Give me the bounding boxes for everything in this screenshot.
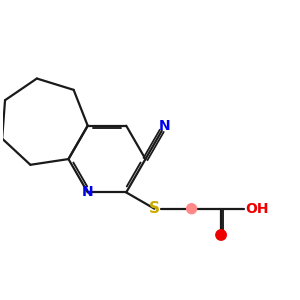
Circle shape — [187, 204, 196, 214]
Text: N: N — [82, 185, 94, 200]
Text: S: S — [149, 201, 160, 216]
Text: N: N — [159, 119, 170, 133]
Circle shape — [216, 230, 226, 240]
Text: OH: OH — [245, 202, 269, 216]
